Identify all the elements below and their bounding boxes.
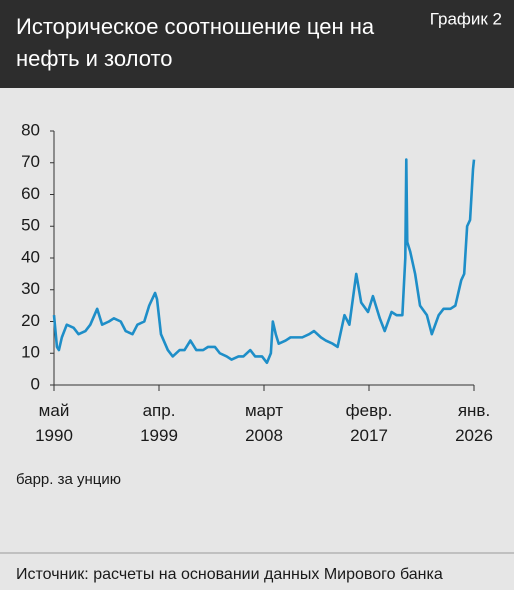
line bbox=[52, 158, 476, 365]
y-tick-label: 80 bbox=[21, 120, 40, 139]
x-tick-label: март 2008 bbox=[245, 401, 283, 445]
y-tick-label: 60 bbox=[21, 184, 40, 203]
x-tick-label: апр. 1999 bbox=[140, 401, 178, 445]
y-tick-label: 10 bbox=[21, 343, 40, 362]
x-tick-label: май 1990 bbox=[35, 401, 73, 445]
y-tick-label: 20 bbox=[21, 311, 40, 330]
x-tick-label: февр. 2017 bbox=[346, 401, 393, 445]
badge: График 2 bbox=[430, 9, 502, 28]
y-tick-label: 0 bbox=[31, 374, 40, 393]
y-axis-label: барр. за унцию bbox=[16, 471, 121, 488]
y-tick-label: 50 bbox=[21, 216, 40, 235]
x-tick-label: янв. 2026 bbox=[455, 401, 493, 445]
header bbox=[0, 0, 514, 88]
chart-title: Историческое соотношение цен на нефть и з… bbox=[16, 14, 375, 71]
y-tick-label: 30 bbox=[21, 279, 40, 298]
y-tick-label: 40 bbox=[21, 247, 40, 266]
source: Источник: расчеты на основании данных Ми… bbox=[16, 566, 443, 583]
y-tick-label: 70 bbox=[21, 152, 40, 171]
